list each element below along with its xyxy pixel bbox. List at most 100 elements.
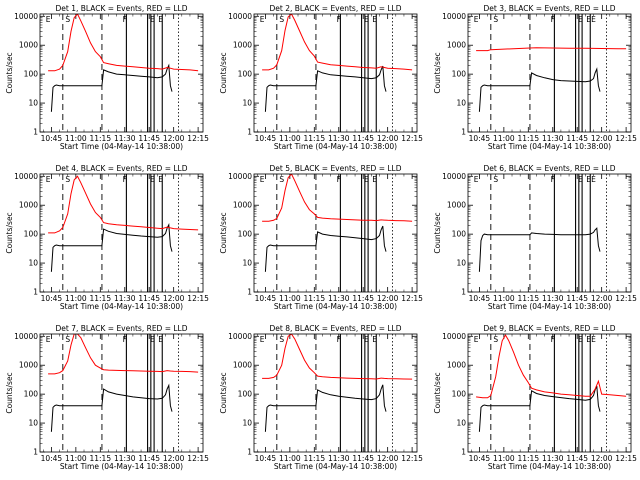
event-letter-marker: E — [372, 15, 377, 24]
y-tick-label: 100 — [24, 230, 39, 239]
x-tick-label: 11:00 — [65, 454, 87, 463]
event-letter-marker: E — [474, 15, 479, 24]
panel-data — [48, 14, 199, 132]
x-tick-label: 12:00 — [377, 294, 399, 303]
event-letter-marker: S — [279, 175, 284, 184]
x-tick-label: 11:45 — [138, 294, 160, 303]
x-tick-label: 11:00 — [65, 294, 87, 303]
x-tick-label: 10:45 — [41, 454, 63, 463]
x-tick-label: 12:00 — [377, 454, 399, 463]
y-axis-label: Counts/sec — [433, 372, 442, 413]
x-tick-label: 11:00 — [493, 454, 515, 463]
x-tick-label: 11:45 — [566, 134, 588, 143]
x-tick-label: 11:15 — [89, 294, 111, 303]
panel-data — [262, 14, 413, 132]
x-axis-label: Start Time (04-May-14 10:38:00) — [488, 302, 611, 311]
event-letter-marker: E — [578, 175, 583, 184]
series-events-line — [478, 67, 601, 112]
x-tick-label: 11:45 — [352, 294, 374, 303]
y-tick-label: 10 — [456, 99, 466, 108]
x-tick-label: 11:00 — [279, 294, 301, 303]
x-tick-label: 11:15 — [517, 294, 539, 303]
x-tick-label: 11:00 — [493, 134, 515, 143]
x-axis-label: Start Time (04-May-14 10:38:00) — [60, 462, 183, 471]
x-tick-label: 11:00 — [493, 294, 515, 303]
event-letter-marker: E — [586, 175, 591, 184]
plot-frame — [253, 333, 418, 453]
x-tick-label: 10:45 — [469, 294, 491, 303]
plot-frame — [467, 13, 632, 133]
y-axis-label: Counts/sec — [5, 52, 14, 93]
series-lld-line — [262, 334, 413, 380]
x-axis-label: Start Time (04-May-14 10:38:00) — [274, 462, 397, 471]
y-tick-label: 10 — [242, 259, 252, 268]
series-events-line — [264, 384, 387, 432]
y-tick-label: 10000 — [228, 332, 252, 341]
x-tick-label: 11:15 — [303, 134, 325, 143]
y-tick-label: 1 — [247, 128, 252, 137]
x-tick-label: 12:15 — [187, 454, 209, 463]
event-letter-marker: E — [260, 15, 265, 24]
event-letter-marker: E — [474, 335, 479, 344]
x-tick-label: 12:00 — [591, 454, 613, 463]
event-letter-marker: E — [591, 175, 596, 184]
x-tick-label: 12:15 — [615, 294, 637, 303]
y-tick-label: 100 — [24, 70, 39, 79]
y-tick-label: 100 — [452, 70, 467, 79]
x-tick-label: 11:30 — [542, 134, 564, 143]
event-letter-marker: E — [474, 175, 479, 184]
y-tick-label: 1 — [461, 448, 466, 457]
event-letter-marker: E — [364, 175, 369, 184]
x-tick-label: 10:45 — [255, 134, 277, 143]
y-axis-label: Counts/sec — [433, 52, 442, 93]
plot-frame — [467, 333, 632, 453]
x-tick-label: 12:15 — [401, 134, 423, 143]
x-tick-label: 10:45 — [41, 294, 63, 303]
event-letter-marker: F — [551, 175, 555, 184]
x-tick-label: 11:45 — [566, 454, 588, 463]
panel-title: Det 8, BLACK = Events, RED = LLD — [269, 324, 401, 333]
x-tick-label: 12:00 — [163, 134, 185, 143]
x-axis-label: Start Time (04-May-14 10:38:00) — [60, 142, 183, 151]
x-tick-label: 11:45 — [566, 294, 588, 303]
y-tick-label: 10 — [456, 419, 466, 428]
x-tick-label: 11:45 — [352, 454, 374, 463]
y-tick-label: 10 — [242, 99, 252, 108]
event-letter-marker: S — [279, 335, 284, 344]
event-letter-marker: E — [46, 335, 51, 344]
event-letter-marker: E — [372, 175, 377, 184]
event-letter-marker: F — [123, 175, 127, 184]
y-tick-label: 1 — [461, 128, 466, 137]
x-axis-label: Start Time (04-May-14 10:38:00) — [274, 142, 397, 151]
plot-frame — [39, 13, 204, 133]
y-tick-label: 100 — [238, 390, 253, 399]
event-letter-marker: E — [372, 335, 377, 344]
panel-title: Det 9, BLACK = Events, RED = LLD — [483, 324, 615, 333]
event-letter-marker: E — [150, 335, 155, 344]
y-tick-label: 10 — [28, 259, 38, 268]
event-letter-marker: E — [586, 15, 591, 24]
panel-det-6: Det 6, BLACK = Events, RED = LLD Counts/s… — [433, 164, 637, 311]
series-lld-line — [476, 47, 627, 52]
y-tick-label: 10000 — [442, 172, 466, 181]
panel-data — [262, 174, 413, 292]
series-events-line — [50, 63, 173, 112]
event-letter-marker: F — [337, 15, 341, 24]
y-axis-label: Counts/sec — [433, 212, 442, 253]
event-letter-marker: S — [493, 335, 498, 344]
x-tick-label: 12:00 — [163, 294, 185, 303]
x-tick-label: 12:00 — [591, 294, 613, 303]
series-events-line — [50, 383, 173, 432]
x-axis-label: Start Time (04-May-14 10:38:00) — [488, 462, 611, 471]
series-events-line — [264, 225, 387, 272]
event-letter-marker: E — [364, 15, 369, 24]
x-tick-label: 11:30 — [328, 454, 350, 463]
x-tick-label: 12:15 — [187, 294, 209, 303]
panel-data — [262, 334, 413, 452]
x-tick-label: 12:15 — [187, 134, 209, 143]
plot-frame — [39, 173, 204, 293]
y-tick-label: 1000 — [447, 361, 466, 370]
y-tick-label: 100 — [24, 390, 39, 399]
y-tick-label: 10000 — [442, 12, 466, 21]
